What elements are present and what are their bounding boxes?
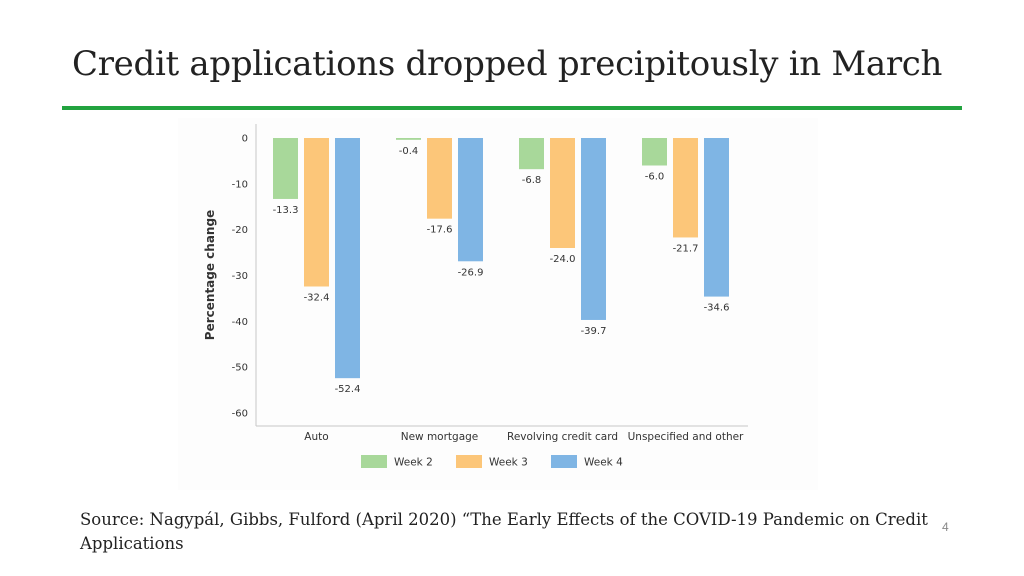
bar-new-mortgage-week-2: [396, 138, 421, 140]
data-label-auto-week-4: -52.4: [335, 384, 361, 395]
y-tick-label: -60: [232, 409, 248, 420]
legend-swatch-week-2: [361, 455, 387, 468]
source-citation: Source: Nagypál, Gibbs, Fulford (April 2…: [80, 510, 928, 553]
chart-figure: 0 -10 -20 -30 -40 -50 -60 Percentage change -13.…: [178, 118, 818, 490]
bar-revolving-credit-card-week-2: [519, 138, 544, 170]
slide-title: Credit applications dropped precipitousl…: [72, 44, 943, 84]
bar-revolving-credit-card-week-4: [581, 138, 606, 320]
bar-chart: 0 -10 -20 -30 -40 -50 -60 Percentage change -13.…: [203, 124, 748, 469]
x-tick-label-unspecified-and-other: Unspecified and other: [628, 431, 744, 443]
y-tick-label: 0: [242, 134, 248, 145]
legend-label-week-3: Week 3: [489, 457, 528, 469]
data-label-revolving-credit-card-week-3: -24.0: [550, 254, 576, 265]
data-label-unspecified-and-other-week-2: -6.0: [645, 172, 665, 183]
legend-label-week-2: Week 2: [394, 457, 433, 469]
data-label-new-mortgage-week-3: -17.6: [427, 225, 453, 236]
legend-swatch-week-4: [551, 455, 577, 468]
bar-new-mortgage-week-3: [427, 138, 452, 219]
page-number: 4: [942, 520, 949, 534]
data-label-unspecified-and-other-week-4: -34.6: [704, 303, 730, 314]
bar-revolving-credit-card-week-3: [550, 138, 575, 248]
data-label-new-mortgage-week-2: -0.4: [399, 146, 419, 157]
bar-unspecified-and-other-week-3: [673, 138, 698, 238]
bar-auto-week-3: [304, 138, 329, 287]
data-label-auto-week-3: -32.4: [304, 293, 330, 304]
y-tick-label: -50: [232, 363, 248, 374]
y-tick-label: -20: [232, 225, 248, 236]
x-tick-label-new-mortgage: New mortgage: [401, 431, 479, 443]
legend-swatch-week-3: [456, 455, 482, 468]
data-label-auto-week-2: -13.3: [273, 205, 299, 216]
data-label-revolving-credit-card-week-4: -39.7: [581, 326, 607, 337]
bar-unspecified-and-other-week-4: [704, 138, 729, 297]
bar-auto-week-4: [335, 138, 360, 379]
data-label-revolving-credit-card-week-2: -6.8: [522, 175, 542, 186]
x-tick-label-auto: Auto: [304, 431, 328, 443]
y-tick-label: -40: [232, 317, 248, 328]
y-axis-label: Percentage change: [203, 210, 217, 340]
data-label-unspecified-and-other-week-3: -21.7: [673, 243, 699, 254]
title-divider: [62, 106, 962, 110]
y-tick-label: -30: [232, 271, 248, 282]
x-tick-label-revolving-credit-card: Revolving credit card: [507, 431, 618, 443]
bar-new-mortgage-week-4: [458, 138, 483, 262]
bar-auto-week-2: [273, 138, 298, 199]
data-label-new-mortgage-week-4: -26.9: [458, 267, 484, 278]
bar-unspecified-and-other-week-2: [642, 138, 667, 166]
y-tick-label: -10: [232, 179, 248, 190]
legend-label-week-4: Week 4: [584, 457, 623, 469]
